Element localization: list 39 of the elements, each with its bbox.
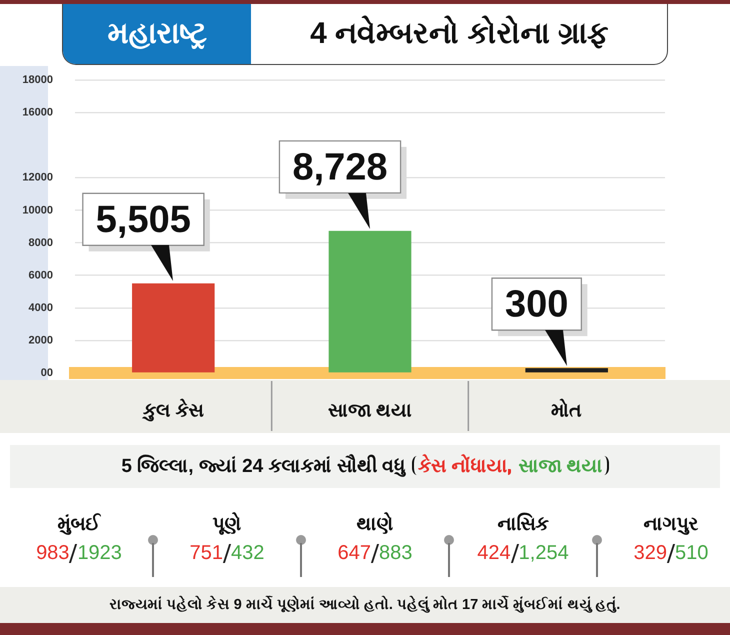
y-tick-label: 8000: [28, 236, 53, 249]
category-label: પૂણે: [212, 512, 242, 537]
data-label: 300: [504, 284, 568, 326]
y-tick-label: 10000: [22, 204, 53, 216]
x-tick-label: સાજા થયા: [328, 400, 412, 422]
data-label: 983: [36, 541, 70, 566]
data-label: 424: [477, 541, 511, 566]
y-tick-label: 4000: [28, 302, 53, 314]
bar: [525, 368, 608, 372]
data-label: 432: [231, 541, 264, 566]
y-tick-label: 2000: [28, 334, 53, 346]
data-label: 329: [634, 541, 667, 566]
data-label: 8,728: [292, 146, 388, 188]
category-label: મુંબઈ: [56, 512, 102, 537]
y-tick-label: 18000: [22, 74, 53, 86]
data-label: 1923: [77, 541, 122, 566]
data-label: 1,254: [518, 541, 569, 566]
data-label: 5,505: [96, 198, 191, 241]
category-label: નાસિક: [496, 512, 550, 537]
y-tick-label: 12000: [22, 172, 53, 184]
category-label: થાણે: [356, 512, 394, 537]
data-label: 647: [338, 541, 371, 566]
bar: [328, 230, 412, 372]
data-label: 510: [675, 541, 708, 566]
y-tick-label: 16000: [22, 106, 53, 119]
category-label: નાગપુર: [642, 513, 700, 537]
chart-title: 4 નવેમ્બરનો કોરોના ગ્રાફ: [309, 14, 609, 52]
data-label: 751: [190, 541, 223, 566]
text: 5 જિલ્લા, જ્યાં 24 કલાકમાં સૌથી વધુ: [121, 456, 406, 478]
y-tick-label: 6000: [28, 269, 53, 282]
legend-label: કેસ નોંધાયા: [412, 456, 512, 478]
data-label: 883: [379, 541, 412, 566]
y-tick-label: 00: [40, 367, 53, 380]
x-tick-label: મોત: [551, 398, 582, 422]
bar: [132, 283, 215, 372]
chart-subtitle: મહારાષ્ટ્ર: [63, 4, 251, 64]
x-tick-label: કુલ કેસ: [141, 398, 204, 422]
legend-label: સાજા થયા: [518, 456, 609, 478]
text: રાજ્યમાં પહેલો કેસ 9 માર્ચે પૂણેમાં આવ્યો હતો. પહેલું મોત 17 માર્ચે મુંબઈમાં થયું હતું.: [110, 597, 620, 613]
